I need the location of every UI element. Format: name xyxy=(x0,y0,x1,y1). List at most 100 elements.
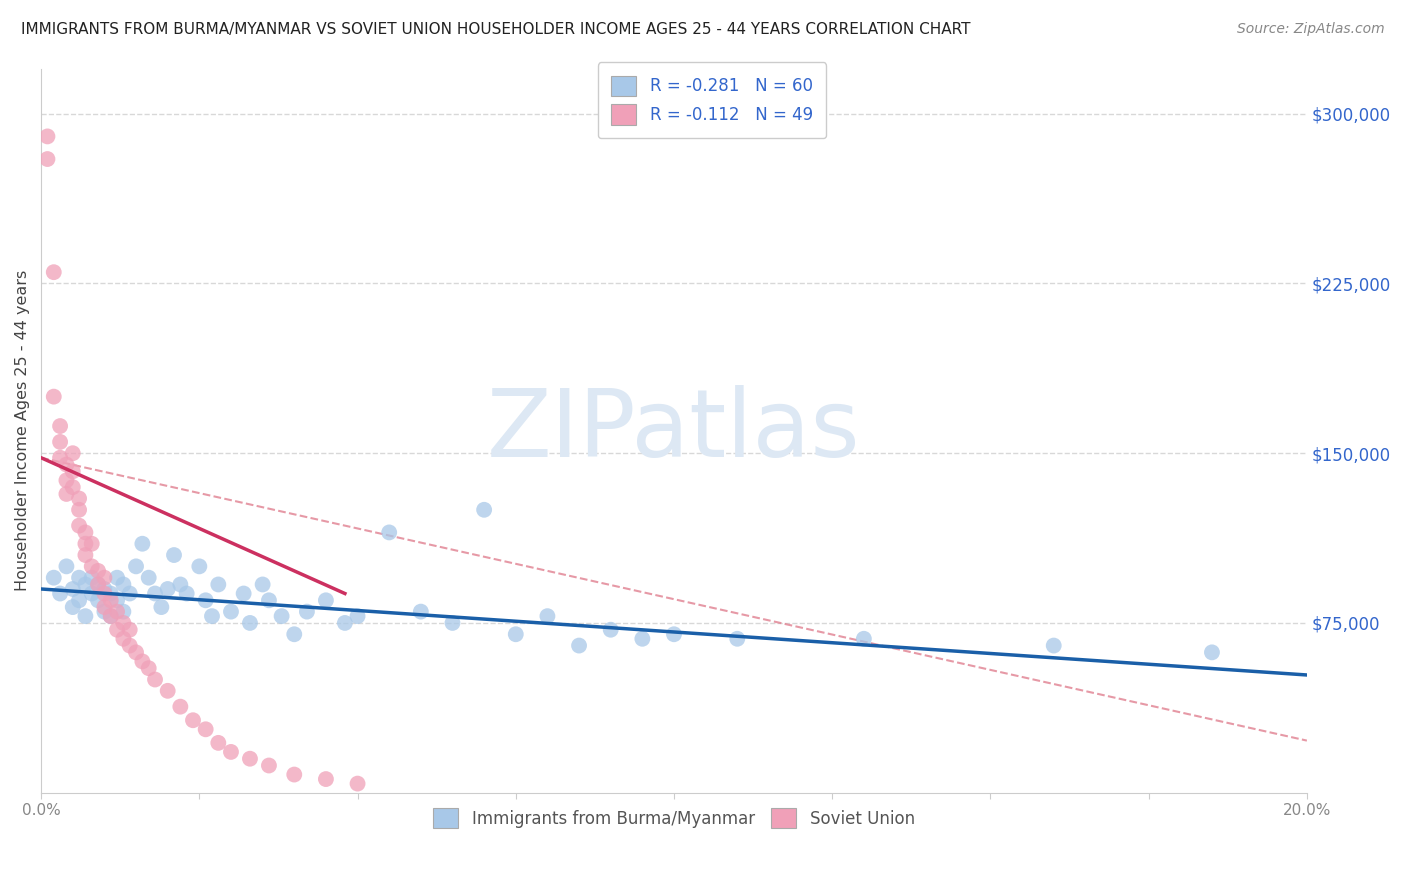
Point xyxy=(49,586,72,600)
Point xyxy=(1042,639,1064,653)
Point xyxy=(163,548,186,562)
Point xyxy=(1201,645,1223,659)
Point xyxy=(201,609,224,624)
Point xyxy=(62,582,84,596)
Point xyxy=(42,571,65,585)
Point xyxy=(100,593,122,607)
Point xyxy=(150,600,173,615)
Point xyxy=(55,458,77,472)
Point xyxy=(283,767,305,781)
Point xyxy=(62,600,84,615)
Point xyxy=(207,736,229,750)
Point xyxy=(505,627,527,641)
Text: Source: ZipAtlas.com: Source: ZipAtlas.com xyxy=(1237,22,1385,37)
Point xyxy=(62,464,84,478)
Point xyxy=(378,525,401,540)
Point xyxy=(80,537,103,551)
Point xyxy=(131,537,153,551)
Point xyxy=(252,577,274,591)
Point xyxy=(118,623,141,637)
Point xyxy=(852,632,875,646)
Point xyxy=(75,537,97,551)
Point xyxy=(346,776,368,790)
Point xyxy=(49,419,72,434)
Point xyxy=(67,491,90,506)
Point xyxy=(138,571,160,585)
Point xyxy=(257,758,280,772)
Point xyxy=(536,609,558,624)
Point xyxy=(188,559,211,574)
Point xyxy=(599,623,621,637)
Point xyxy=(55,474,77,488)
Point xyxy=(176,586,198,600)
Point xyxy=(67,593,90,607)
Point xyxy=(118,586,141,600)
Point xyxy=(631,632,654,646)
Point xyxy=(42,390,65,404)
Point xyxy=(207,577,229,591)
Point xyxy=(100,586,122,600)
Point xyxy=(55,559,77,574)
Legend: Immigrants from Burma/Myanmar, Soviet Union: Immigrants from Burma/Myanmar, Soviet Un… xyxy=(426,801,921,835)
Point xyxy=(662,627,685,641)
Point xyxy=(112,615,135,630)
Point xyxy=(93,586,115,600)
Point xyxy=(75,609,97,624)
Point xyxy=(239,752,262,766)
Point xyxy=(112,632,135,646)
Point xyxy=(67,571,90,585)
Point xyxy=(131,654,153,668)
Point xyxy=(239,615,262,630)
Point xyxy=(42,265,65,279)
Point xyxy=(138,661,160,675)
Point xyxy=(80,571,103,585)
Point xyxy=(105,605,128,619)
Point xyxy=(409,605,432,619)
Point xyxy=(49,450,72,465)
Point xyxy=(441,615,464,630)
Point xyxy=(315,772,337,786)
Point xyxy=(194,723,217,737)
Point xyxy=(169,577,191,591)
Point xyxy=(49,434,72,449)
Point xyxy=(105,593,128,607)
Point xyxy=(270,609,292,624)
Point xyxy=(125,559,148,574)
Point xyxy=(75,548,97,562)
Point xyxy=(93,600,115,615)
Point xyxy=(725,632,748,646)
Point xyxy=(257,593,280,607)
Point xyxy=(105,623,128,637)
Point xyxy=(87,577,110,591)
Point xyxy=(156,683,179,698)
Point xyxy=(143,673,166,687)
Point xyxy=(67,518,90,533)
Point xyxy=(55,487,77,501)
Point xyxy=(100,609,122,624)
Point xyxy=(80,586,103,600)
Point xyxy=(87,577,110,591)
Point xyxy=(194,593,217,607)
Point xyxy=(105,571,128,585)
Point xyxy=(93,605,115,619)
Point xyxy=(125,645,148,659)
Point xyxy=(346,609,368,624)
Point xyxy=(295,605,318,619)
Point xyxy=(118,639,141,653)
Point xyxy=(219,745,242,759)
Point xyxy=(283,627,305,641)
Point xyxy=(75,577,97,591)
Point xyxy=(75,525,97,540)
Point xyxy=(112,577,135,591)
Point xyxy=(112,605,135,619)
Point xyxy=(37,152,59,166)
Point xyxy=(93,582,115,596)
Point xyxy=(472,503,495,517)
Point xyxy=(37,129,59,144)
Point xyxy=(93,571,115,585)
Point xyxy=(219,605,242,619)
Point xyxy=(87,564,110,578)
Point xyxy=(67,503,90,517)
Text: ZIPatlas: ZIPatlas xyxy=(488,384,860,476)
Point xyxy=(232,586,254,600)
